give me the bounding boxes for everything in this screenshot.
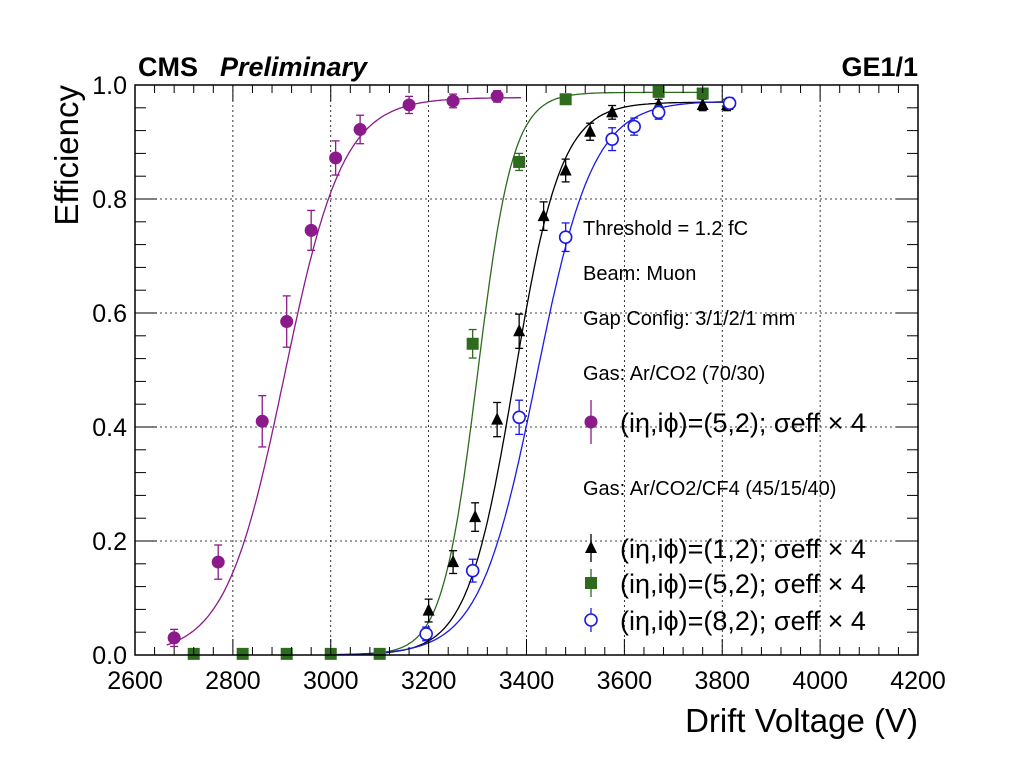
y-tick-label: 0.2 [92,528,127,556]
data-point-series-1 [446,94,460,108]
annotation-2: Beam: Muon [583,263,696,285]
data-point-series-4 [465,563,480,578]
data-point-series-4 [722,96,737,111]
data-point-series-2 [559,163,572,176]
legend: Threshold = 1.2 fC Beam: Muon Gap Config: … [583,218,866,636]
x-tick-label: 2800 [205,667,261,695]
fit-curve-1 [166,97,522,646]
experiment-label: CMS [138,52,198,82]
x-tick-label: 3600 [597,667,653,695]
y-tick-label: 0.6 [92,300,127,328]
data-point-series-2 [513,324,526,337]
data-point-series-2 [696,97,709,110]
data-point-series-1 [329,151,343,165]
legend-label-1: (iη,iϕ)=(5,2); σeff × 4 [620,408,866,438]
x-axis-title: Drift Voltage (V) [685,702,918,739]
data-point-series-1 [353,122,367,136]
data-point-series-4 [512,410,526,425]
grid [135,85,918,655]
y-tick-label: 0.8 [92,186,127,214]
data-point-series-3 [652,85,665,98]
x-tick-label: 3800 [694,667,750,695]
x-tick-label: 3000 [303,667,359,695]
legend-group-ar-co2-cf4: Gas: Ar/CO2/CF4 (45/15/40) [583,478,836,500]
annotation-1: Threshold = 1.2 fC [583,218,748,240]
x-tick-label: 4200 [890,667,946,695]
data-point-series-2 [537,208,550,222]
legend-label-3: (iη,iϕ)=(5,2); σeff × 4 [620,569,866,599]
data-point-series-3 [466,337,479,350]
data-point-series-2 [447,554,460,568]
data-point-series-3 [280,647,293,660]
data-point-series-4 [419,627,433,641]
data-point-series-3 [559,93,572,106]
data-point-series-3 [236,647,249,660]
data-point-series-1 [211,555,225,569]
x-tick-label: 3400 [499,667,555,695]
data-point-series-2 [584,124,597,137]
status-label: Preliminary [220,52,368,82]
legend-group-ar-co2: Gas: Ar/CO2 (70/30) [583,363,765,385]
y-tick-label: 0.0 [92,642,127,670]
x-tick-label: 3200 [401,667,457,695]
legend-marker-1 [584,415,598,429]
legend-label-4: (iη,iϕ)=(8,2); σeff × 4 [620,606,866,636]
data-point-series-2 [422,603,435,616]
y-tick-label: 0.4 [92,414,127,442]
legend-marker-4 [584,613,598,627]
data-point-series-3 [373,647,386,660]
data-point-series-4 [558,230,573,244]
data-point-series-4 [605,132,619,146]
data-point-series-2 [491,412,504,425]
axis-ticks [134,84,919,656]
data-point-series-4 [651,105,666,120]
y-axis-title: Efficiency [48,85,85,226]
data-point-series-1 [402,98,416,112]
data-points [167,85,737,660]
data-point-series-1 [280,315,294,329]
fit-curve-3 [330,91,703,656]
data-point-series-1 [490,89,504,103]
y-tick-label: 1.0 [92,72,127,100]
annotation-3: Gap Config: 3/1/2/1 mm [583,308,795,330]
axis-labels: 2600 2800 3000 3200 3400 3600 3800 4000 4200 0.0 0… [48,72,946,739]
data-point-series-1 [304,223,318,237]
legend-label-2: (iη,iϕ)=(1,2); σeff × 4 [620,534,866,564]
detector-label: GE1/1 [841,52,918,82]
data-point-series-1 [255,414,269,428]
x-tick-label: 2600 [107,667,163,695]
legend-marker-3 [585,577,597,589]
legend-marker-2 [585,540,597,554]
data-point-series-4 [627,119,641,134]
x-tick-label: 4000 [792,667,848,695]
data-point-series-1 [167,631,181,645]
data-point-series-2 [606,105,619,118]
data-point-series-3 [513,155,526,168]
data-point-series-2 [469,509,482,523]
data-point-series-3 [696,87,709,100]
